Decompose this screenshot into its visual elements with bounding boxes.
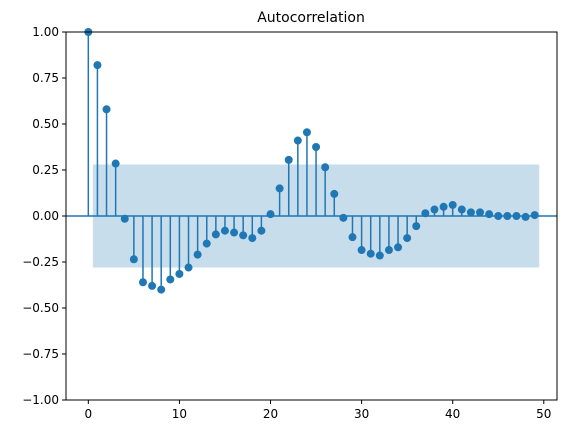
point-lag-17 <box>239 231 248 240</box>
point-lag-8 <box>157 285 166 294</box>
point-lag-31 <box>366 249 375 258</box>
point-lag-40 <box>448 200 457 209</box>
point-lag-49 <box>530 211 539 220</box>
y-tick-label-6: 0.50 <box>32 117 59 131</box>
point-lag-9 <box>166 275 175 284</box>
x-axis-ticks: 0 10 20 30 40 50 <box>84 400 551 421</box>
point-lag-39 <box>439 202 448 211</box>
point-lag-48 <box>521 212 530 221</box>
chart-title: Autocorrelation <box>257 10 365 26</box>
point-lag-34 <box>394 243 403 252</box>
point-lag-21 <box>275 184 284 193</box>
point-lag-4 <box>120 214 129 223</box>
y-tick-label-3: −0.25 <box>22 255 59 269</box>
point-lag-16 <box>230 228 239 237</box>
y-tick-label-1: −0.75 <box>22 347 59 361</box>
point-lag-38 <box>430 205 439 214</box>
point-lag-2 <box>102 105 111 114</box>
point-lag-15 <box>220 226 229 235</box>
point-lag-19 <box>257 226 266 235</box>
y-tick-label-0: −1.00 <box>22 393 59 407</box>
x-tick-label-10: 10 <box>172 407 187 421</box>
point-lag-20 <box>266 210 275 219</box>
point-lag-47 <box>512 212 521 220</box>
point-lag-18 <box>248 234 257 243</box>
y-tick-label-4: 0.00 <box>32 209 59 223</box>
point-lag-36 <box>412 222 421 231</box>
point-lag-41 <box>457 205 466 214</box>
point-lag-32 <box>375 251 384 260</box>
point-lag-12 <box>193 250 202 259</box>
point-lag-6 <box>138 278 147 287</box>
y-tick-label-7: 0.75 <box>32 71 59 85</box>
y-tick-label-2: −0.50 <box>22 301 59 315</box>
point-lag-42 <box>466 208 475 217</box>
point-lag-11 <box>184 263 193 272</box>
x-tick-label-0: 0 <box>84 407 92 421</box>
x-tick-label-40: 40 <box>445 407 460 421</box>
point-lag-3 <box>111 159 120 168</box>
point-lag-14 <box>211 230 220 239</box>
point-lag-37 <box>421 209 430 218</box>
point-lag-13 <box>202 239 211 248</box>
x-tick-label-50: 50 <box>536 407 551 421</box>
x-tick-label-30: 30 <box>354 407 369 421</box>
point-lag-27 <box>330 189 339 198</box>
y-tick-label-8: 1.00 <box>32 25 59 39</box>
point-lag-23 <box>293 136 302 145</box>
point-lag-45 <box>494 212 503 220</box>
point-lag-10 <box>175 269 184 278</box>
point-lag-5 <box>129 255 138 264</box>
point-lag-44 <box>485 210 494 219</box>
point-lag-46 <box>503 212 512 220</box>
x-tick-label-20: 20 <box>263 407 278 421</box>
point-lag-28 <box>339 213 348 222</box>
point-lag-43 <box>476 208 485 217</box>
y-axis-ticks: −1.00 −0.75 −0.50 −0.25 0.00 0.25 0.50 0.75 1.00 <box>22 25 66 407</box>
point-lag-30 <box>357 246 366 255</box>
point-lag-25 <box>312 143 321 151</box>
point-lag-33 <box>384 246 393 255</box>
point-lag-22 <box>284 155 293 164</box>
point-lag-24 <box>302 128 311 137</box>
point-lag-1 <box>93 61 102 70</box>
point-lag-26 <box>321 163 330 172</box>
marker-layer <box>84 28 539 294</box>
point-lag-35 <box>403 234 412 243</box>
y-tick-label-5: 0.25 <box>32 163 59 177</box>
point-lag-29 <box>348 233 357 242</box>
point-lag-7 <box>148 281 157 290</box>
